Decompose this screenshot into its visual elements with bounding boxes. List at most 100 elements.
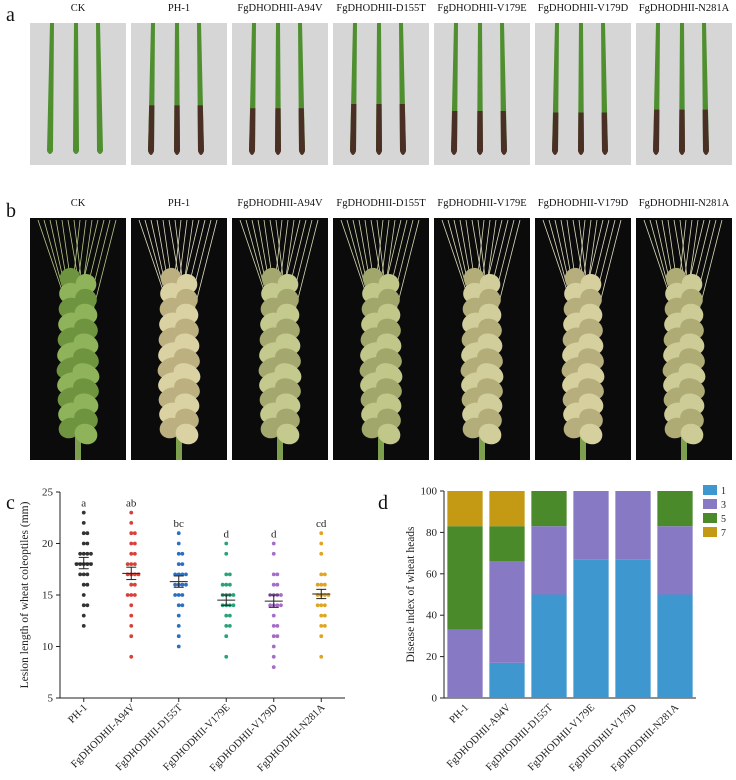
data-point bbox=[81, 613, 86, 618]
coleoptile-photo bbox=[434, 23, 530, 165]
bar-segment bbox=[657, 491, 693, 527]
data-point bbox=[279, 593, 283, 597]
data-point bbox=[271, 613, 276, 618]
data-point bbox=[224, 551, 229, 556]
coleoptile-lesion bbox=[578, 112, 584, 155]
data-point bbox=[322, 572, 327, 577]
data-point bbox=[85, 572, 90, 577]
coleoptile-photo-row bbox=[30, 23, 736, 165]
spikelet bbox=[362, 267, 384, 289]
data-point bbox=[180, 582, 185, 587]
data-point bbox=[132, 541, 137, 546]
coleoptile-lesion bbox=[275, 108, 281, 155]
coleoptile-lesion bbox=[702, 109, 709, 155]
data-point bbox=[176, 551, 181, 556]
y-tick-label: 10 bbox=[42, 641, 54, 653]
significance-letter: bc bbox=[174, 518, 185, 530]
coleoptile-stem bbox=[73, 23, 79, 154]
data-point bbox=[322, 613, 327, 618]
coleoptile-stem bbox=[47, 23, 54, 154]
spikelet bbox=[478, 423, 502, 445]
data-point bbox=[319, 582, 324, 587]
y-tick-label: 40 bbox=[426, 610, 438, 622]
data-point bbox=[227, 572, 232, 577]
data-point bbox=[220, 582, 225, 587]
data-point bbox=[129, 562, 134, 566]
spikelet bbox=[277, 273, 299, 295]
panel-letter-a: a bbox=[6, 4, 15, 26]
data-point bbox=[129, 521, 134, 525]
data-point bbox=[129, 634, 134, 639]
spikelet bbox=[564, 267, 586, 289]
legend-label: 3 bbox=[721, 500, 726, 511]
data-point bbox=[78, 551, 83, 556]
data-point bbox=[81, 572, 86, 577]
treatment-label: FgDHODHII-N281A bbox=[638, 198, 730, 209]
data-point bbox=[176, 531, 181, 536]
data-point bbox=[271, 654, 276, 659]
coleoptile-lesion bbox=[350, 103, 357, 155]
data-point bbox=[176, 613, 181, 618]
data-point bbox=[224, 572, 229, 577]
y-tick-label: 80 bbox=[426, 527, 438, 539]
data-point bbox=[184, 582, 188, 587]
spike-stem bbox=[176, 433, 182, 460]
spike-stem bbox=[75, 433, 81, 460]
data-point bbox=[319, 603, 324, 608]
treatment-label: FgDHODHII-V179E bbox=[437, 3, 527, 14]
data-point bbox=[176, 644, 181, 649]
wheat-spike-photo bbox=[333, 218, 429, 460]
spikelet bbox=[75, 273, 97, 295]
treatment-label: CK bbox=[70, 198, 86, 209]
data-point bbox=[319, 634, 324, 639]
data-point bbox=[271, 572, 276, 577]
coleoptile-lesion bbox=[477, 111, 483, 155]
data-point bbox=[81, 603, 86, 608]
data-point bbox=[85, 541, 90, 546]
spikelet bbox=[479, 273, 501, 295]
data-point bbox=[81, 551, 86, 556]
legend-swatch bbox=[703, 499, 717, 509]
legend-swatch bbox=[703, 527, 717, 537]
data-point bbox=[224, 613, 229, 618]
x-tick-label: PH-1 bbox=[66, 702, 89, 725]
data-point bbox=[275, 624, 280, 628]
data-point bbox=[227, 624, 232, 628]
data-point bbox=[319, 572, 324, 577]
bar-segment bbox=[489, 561, 525, 663]
coleoptile-lesion bbox=[552, 112, 559, 155]
data-point bbox=[319, 541, 324, 546]
data-point bbox=[227, 582, 232, 587]
bar-segment bbox=[657, 526, 693, 595]
data-point bbox=[275, 603, 280, 608]
spikelet bbox=[665, 267, 687, 289]
y-tick-label: 60 bbox=[426, 568, 438, 580]
y-tick-label: 25 bbox=[42, 487, 54, 499]
wheat-spike-photo bbox=[434, 218, 530, 460]
data-point bbox=[319, 624, 324, 628]
data-point bbox=[132, 562, 137, 566]
y-axis-label: Disease index of wheat heads bbox=[405, 526, 417, 663]
row-a-labels: CK PH-1 FgDHODHII-A94V FgDHODHII-D155T F… bbox=[30, 3, 736, 17]
y-tick-label: 5 bbox=[48, 693, 54, 705]
bar-segment bbox=[531, 594, 567, 698]
spike-stem bbox=[580, 433, 586, 460]
spikelet bbox=[377, 423, 401, 445]
data-point bbox=[173, 572, 178, 577]
coleoptile-lesion-chart: 5 10 15 20 25 Lesion length of wheat coleopti… bbox=[19, 487, 345, 774]
data-point bbox=[85, 551, 90, 556]
data-point bbox=[176, 572, 181, 577]
treatment-label: FgDHODHII-A94V bbox=[237, 3, 323, 14]
significance-letter: d bbox=[271, 529, 277, 541]
spikelet bbox=[175, 423, 199, 445]
bar-segment bbox=[573, 559, 609, 698]
bar-segment bbox=[615, 559, 651, 698]
spike-stem bbox=[277, 433, 283, 460]
data-point bbox=[224, 634, 229, 639]
y-tick-label: 15 bbox=[42, 590, 54, 602]
data-point bbox=[132, 551, 137, 556]
coleoptile-lesion bbox=[174, 105, 180, 155]
significance-letter: ab bbox=[126, 498, 137, 510]
data-point bbox=[319, 654, 324, 659]
legend-label: 7 bbox=[721, 528, 726, 539]
